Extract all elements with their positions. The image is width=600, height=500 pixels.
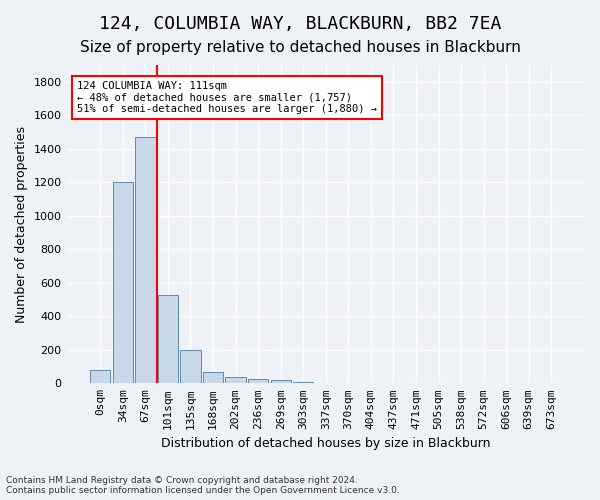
- Text: 124, COLUMBIA WAY, BLACKBURN, BB2 7EA: 124, COLUMBIA WAY, BLACKBURN, BB2 7EA: [99, 15, 501, 33]
- Text: 124 COLUMBIA WAY: 111sqm
← 48% of detached houses are smaller (1,757)
51% of sem: 124 COLUMBIA WAY: 111sqm ← 48% of detach…: [77, 81, 377, 114]
- X-axis label: Distribution of detached houses by size in Blackburn: Distribution of detached houses by size …: [161, 437, 491, 450]
- Bar: [90, 370, 110, 384]
- Y-axis label: Number of detached properties: Number of detached properties: [15, 126, 28, 322]
- Bar: [293, 382, 313, 384]
- Bar: [113, 182, 133, 384]
- Bar: [203, 372, 223, 384]
- Bar: [181, 350, 200, 384]
- Bar: [271, 380, 291, 384]
- Text: Size of property relative to detached houses in Blackburn: Size of property relative to detached ho…: [80, 40, 520, 55]
- Bar: [158, 294, 178, 384]
- Bar: [226, 378, 246, 384]
- Bar: [135, 137, 155, 384]
- Bar: [248, 379, 268, 384]
- Text: Contains HM Land Registry data © Crown copyright and database right 2024.
Contai: Contains HM Land Registry data © Crown c…: [6, 476, 400, 495]
